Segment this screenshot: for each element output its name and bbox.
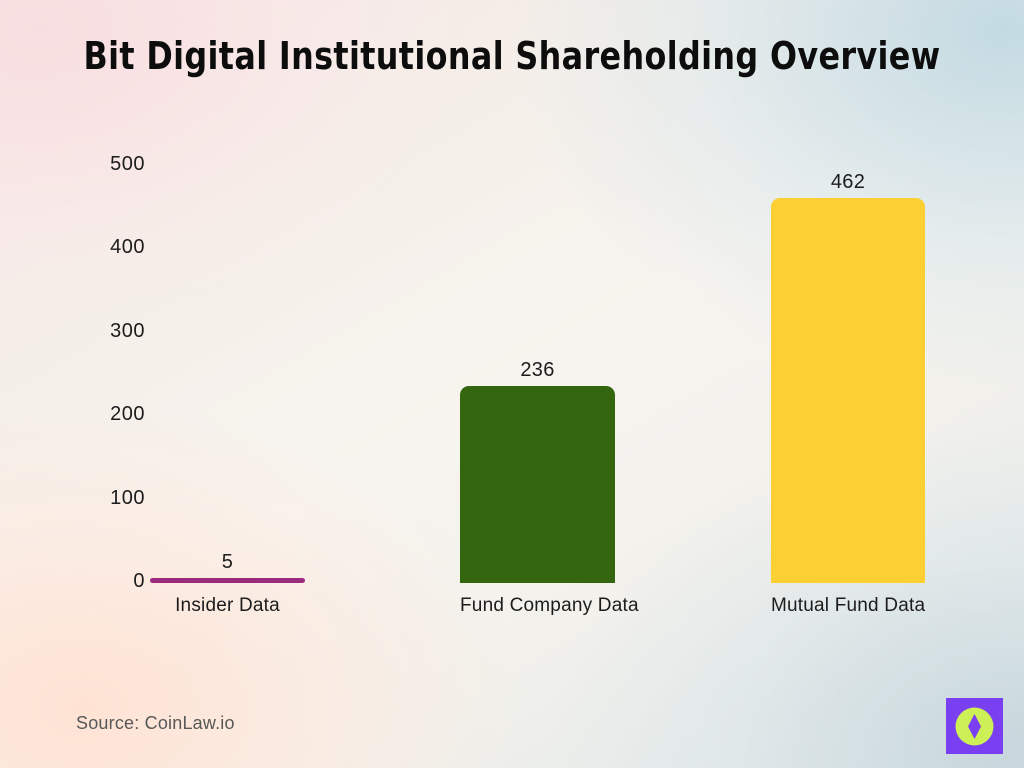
bar-insider-data[interactable] <box>150 578 305 583</box>
bar-group: 5 Insider Data <box>150 0 305 768</box>
y-axis-tick-300: 300 <box>110 319 145 342</box>
bar-fund-company-data[interactable] <box>460 386 615 583</box>
bar-group: 462 Mutual Fund Data <box>771 0 925 768</box>
bar-group: 236 Fund Company Data <box>460 0 639 768</box>
x-axis-label-insider-data: Insider Data <box>175 595 280 616</box>
x-axis-label-mutual-fund-data: Mutual Fund Data <box>771 595 926 616</box>
chart-title-text: Bit Digital Institutional Shareholding O… <box>83 34 941 78</box>
y-axis-tick-500: 500 <box>110 153 145 175</box>
y-axis-tick-400: 400 <box>110 236 145 259</box>
coinlaw-compass-logo <box>946 698 1003 754</box>
y-axis: 0 100 200 300 400 500 <box>75 0 145 768</box>
x-axis-label-fund-company-data: Fund Company Data <box>460 595 639 616</box>
y-axis-tick-0: 0 <box>133 570 145 592</box>
bar-mutual-fund-data[interactable] <box>771 197 925 583</box>
compass-icon <box>955 707 994 745</box>
bar-value-label: 236 <box>520 359 555 382</box>
page-title: Bit Digital Institutional Shareholding O… <box>36 34 988 78</box>
y-axis-tick-100: 100 <box>110 486 145 509</box>
bar-value-label: 462 <box>830 170 866 193</box>
bar-value-label: 5 <box>221 551 234 573</box>
source-note: Source: CoinLaw.io <box>76 713 235 733</box>
y-axis-tick-200: 200 <box>110 403 145 426</box>
